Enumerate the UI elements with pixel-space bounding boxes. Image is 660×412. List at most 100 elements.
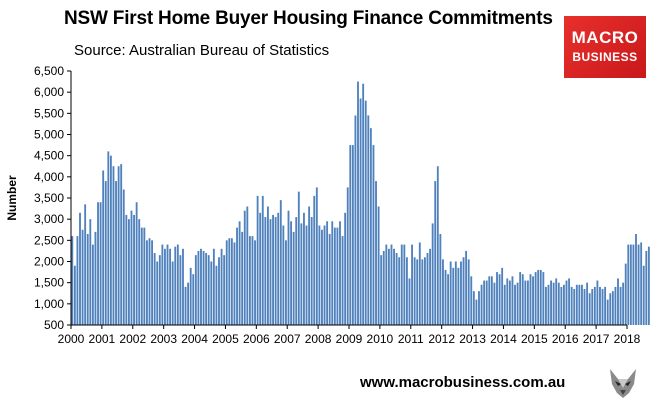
bar [274, 217, 277, 325]
bar [241, 231, 244, 325]
bar [403, 244, 406, 325]
bar [79, 212, 81, 325]
bar [514, 284, 516, 325]
x-tick-label: 2003 [150, 332, 177, 346]
bar [104, 181, 107, 325]
bar [197, 250, 200, 325]
x-tick-label: 2009 [336, 332, 363, 346]
x-tick-label: 2008 [305, 332, 332, 346]
bar [614, 286, 617, 325]
bar [151, 240, 154, 325]
bar [424, 257, 426, 325]
bar [169, 248, 172, 325]
bar [210, 261, 213, 325]
x-tick-label: 2016 [552, 332, 579, 346]
bar [503, 284, 506, 325]
bar [171, 261, 174, 325]
bar [599, 286, 601, 325]
bar [588, 293, 591, 325]
bar [480, 284, 483, 325]
bar [300, 223, 303, 325]
bar [586, 282, 589, 325]
bar [511, 276, 514, 325]
bar [81, 229, 84, 325]
bar [501, 267, 504, 325]
bar [380, 255, 383, 325]
bar [138, 219, 141, 325]
wolf-icon [610, 369, 636, 398]
bar [483, 280, 486, 325]
bar [454, 261, 457, 325]
bar [550, 280, 552, 325]
bar [256, 195, 259, 325]
bar [215, 265, 218, 325]
bar [202, 250, 205, 325]
bar [398, 257, 401, 325]
bar [187, 282, 190, 325]
bar [431, 223, 434, 325]
y-tick-label: 2,500 [34, 233, 64, 247]
bar [637, 244, 640, 325]
x-tick-label: 2010 [367, 332, 394, 346]
bar [184, 286, 187, 325]
bar [627, 244, 630, 325]
bar [140, 227, 143, 325]
bar [498, 274, 501, 325]
bar [591, 289, 594, 325]
bar [372, 145, 375, 325]
bar [351, 145, 354, 325]
bar [248, 236, 251, 325]
bar [375, 181, 377, 325]
bar [153, 253, 156, 325]
bar [465, 250, 468, 325]
bar [349, 145, 352, 325]
bar [472, 291, 475, 325]
x-tick-label: 2000 [58, 332, 85, 346]
bar [439, 233, 442, 325]
bar [321, 229, 323, 325]
bar [485, 280, 488, 325]
bar [488, 276, 491, 325]
bar [606, 299, 609, 325]
bar [537, 269, 540, 325]
x-tick-label: 2002 [119, 332, 146, 346]
bar [609, 293, 612, 325]
bar [493, 282, 496, 325]
bar [97, 202, 99, 325]
bar [228, 238, 231, 325]
x-tick-label: 2017 [583, 332, 610, 346]
bar [246, 206, 249, 325]
bar [158, 255, 161, 325]
y-tick-label: 6,000 [34, 85, 64, 99]
bar [447, 274, 450, 325]
bar [339, 221, 341, 325]
bar [115, 181, 117, 325]
y-tick-label: 1,000 [34, 297, 64, 311]
y-tick-label: 4,500 [34, 149, 64, 163]
x-tick-label: 2012 [428, 332, 455, 346]
bar [444, 269, 447, 325]
bar [508, 280, 511, 325]
bar [143, 227, 146, 325]
bar [555, 278, 558, 325]
bar [148, 238, 151, 325]
bar [230, 238, 233, 325]
bar [367, 115, 370, 325]
bar [269, 219, 272, 325]
bar [408, 278, 411, 325]
bar [125, 214, 128, 325]
bar [496, 272, 498, 325]
bar [328, 233, 331, 325]
bar [133, 214, 135, 325]
bar [385, 244, 388, 325]
bar [619, 286, 622, 325]
bar [632, 244, 635, 325]
x-tick-label: 2018 [614, 332, 641, 346]
y-tick-label: 4,000 [34, 170, 64, 184]
bar [146, 240, 148, 325]
bar [310, 217, 313, 325]
bar [521, 274, 524, 325]
footer-url: www.macrobusiness.com.au [360, 374, 566, 391]
bar [238, 221, 241, 325]
